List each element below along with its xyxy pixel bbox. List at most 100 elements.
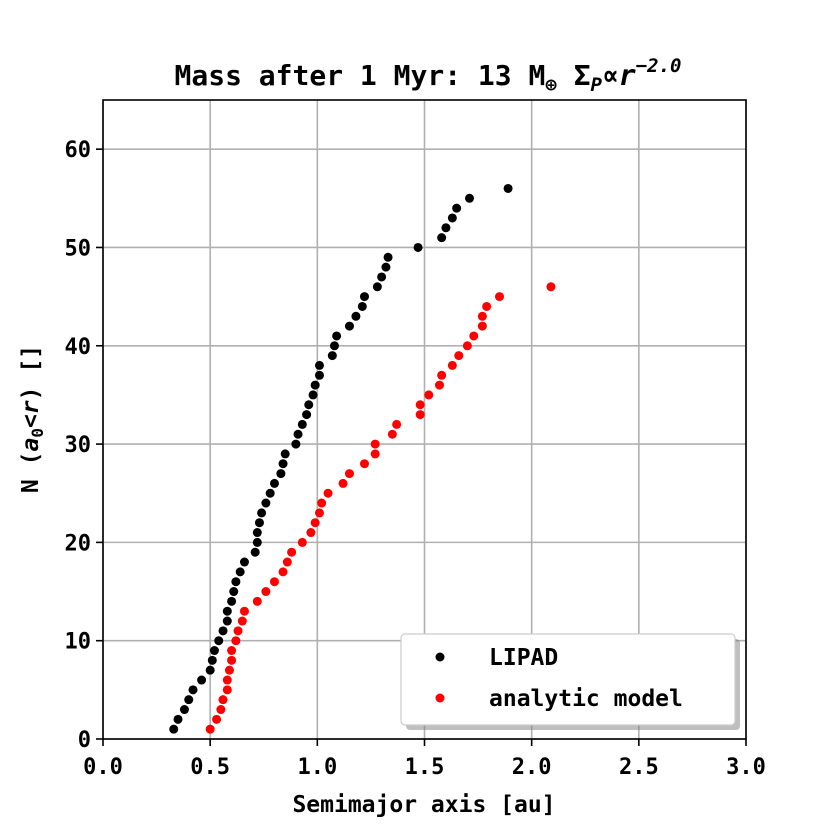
point-lipad: [280, 449, 290, 459]
point-analytic-model: [477, 311, 487, 321]
point-lipad: [269, 478, 279, 488]
x-axis-label: Semimajor axis [au]: [292, 792, 555, 818]
point-analytic-model: [359, 459, 369, 469]
y-axis-label: N (a0<r) []: [18, 345, 47, 493]
point-analytic-model: [495, 292, 505, 302]
point-analytic-model: [227, 646, 237, 656]
point-analytic-model: [415, 400, 425, 410]
chart-title: Mass after 1 Myr: 13 M⊕ ΣP∝r−2.0: [175, 55, 682, 96]
point-lipad: [452, 203, 462, 213]
point-lipad: [447, 213, 457, 223]
x-tick-label: 2.5: [619, 755, 659, 780]
point-lipad: [184, 695, 194, 705]
point-lipad: [254, 518, 264, 528]
point-analytic-model: [338, 478, 348, 488]
point-analytic-model: [216, 705, 226, 715]
point-lipad: [197, 675, 207, 685]
point-analytic-model: [546, 282, 556, 292]
point-analytic-model: [297, 537, 307, 547]
point-analytic-model: [370, 449, 380, 459]
x-axis: 0.0 0.5 1.0 1.5 2.0 2.5 3.0: [83, 739, 766, 780]
legend-label-analytic-model: analytic model: [489, 686, 683, 712]
point-analytic-model: [482, 301, 492, 311]
y-axis-label-a: a: [18, 438, 44, 452]
x-tick-label: 3.0: [726, 755, 766, 780]
point-lipad: [297, 419, 307, 429]
point-lipad: [383, 252, 393, 262]
point-analytic-model: [387, 429, 397, 439]
point-lipad: [332, 331, 342, 341]
data-points: [169, 183, 556, 734]
point-lipad: [239, 557, 249, 567]
point-lipad: [188, 685, 198, 695]
point-lipad: [314, 360, 324, 370]
point-analytic-model: [323, 488, 333, 498]
chart-title-propto: ∝: [602, 59, 619, 92]
legend-marker-lipad: [435, 652, 445, 662]
y-axis: 0 10 20 30 40 50 60: [65, 138, 103, 753]
point-analytic-model: [233, 626, 243, 636]
point-lipad: [291, 439, 301, 449]
point-analytic-model: [252, 596, 262, 606]
point-lipad: [173, 714, 183, 724]
chart-title-r: r: [619, 59, 636, 92]
x-tick-label: 0.5: [190, 755, 230, 780]
point-lipad: [359, 292, 369, 302]
point-lipad: [327, 351, 337, 361]
x-tick-label: 1.5: [405, 755, 445, 780]
chart-title-prefix: Mass after 1 Myr: 13 M: [175, 59, 546, 92]
x-tick-label: 2.0: [512, 755, 552, 780]
y-tick-label: 20: [65, 531, 92, 556]
point-lipad: [209, 646, 219, 656]
point-lipad: [179, 705, 189, 715]
point-lipad: [218, 626, 228, 636]
point-lipad: [252, 537, 262, 547]
point-lipad: [381, 262, 391, 272]
point-analytic-model: [447, 360, 457, 370]
point-lipad: [377, 272, 387, 282]
point-analytic-model: [269, 577, 279, 587]
point-lipad: [357, 301, 367, 311]
point-analytic-model: [370, 439, 380, 449]
point-analytic-model: [317, 498, 327, 508]
y-axis-label-r: r: [18, 400, 44, 414]
y-axis-label-prefix: N (: [18, 452, 44, 494]
legend-box: [400, 633, 736, 726]
point-lipad: [214, 636, 224, 646]
point-lipad: [437, 233, 447, 243]
point-analytic-model: [415, 410, 425, 420]
point-lipad: [465, 193, 475, 203]
point-lipad: [222, 606, 232, 616]
point-lipad: [310, 380, 320, 390]
point-analytic-model: [227, 655, 237, 665]
point-analytic-model: [231, 636, 241, 646]
point-lipad: [252, 528, 262, 538]
chart-title-exponent: −2.0: [636, 55, 682, 77]
point-analytic-model: [239, 606, 249, 616]
y-tick-label: 50: [65, 236, 92, 261]
x-tick-label: 0.0: [83, 755, 123, 780]
point-lipad: [235, 567, 245, 577]
point-analytic-model: [477, 321, 487, 331]
point-lipad: [372, 282, 382, 292]
chart-title-sigma: Σ: [574, 59, 591, 92]
point-analytic-model: [310, 518, 320, 528]
point-lipad: [503, 183, 513, 193]
point-lipad: [441, 223, 451, 233]
point-lipad: [329, 341, 339, 351]
point-analytic-model: [287, 547, 297, 557]
chart-title-sigma-subscript: P: [591, 74, 603, 96]
legend-marker-analytic-model: [435, 693, 445, 703]
point-analytic-model: [205, 724, 215, 734]
point-analytic-model: [344, 469, 354, 479]
point-lipad: [261, 498, 271, 508]
point-lipad: [304, 400, 314, 410]
point-lipad: [227, 596, 237, 606]
point-analytic-model: [278, 567, 288, 577]
point-analytic-model: [424, 390, 434, 400]
point-analytic-model: [237, 616, 247, 626]
point-lipad: [344, 321, 354, 331]
point-lipad: [205, 665, 215, 675]
point-analytic-model: [469, 331, 479, 341]
